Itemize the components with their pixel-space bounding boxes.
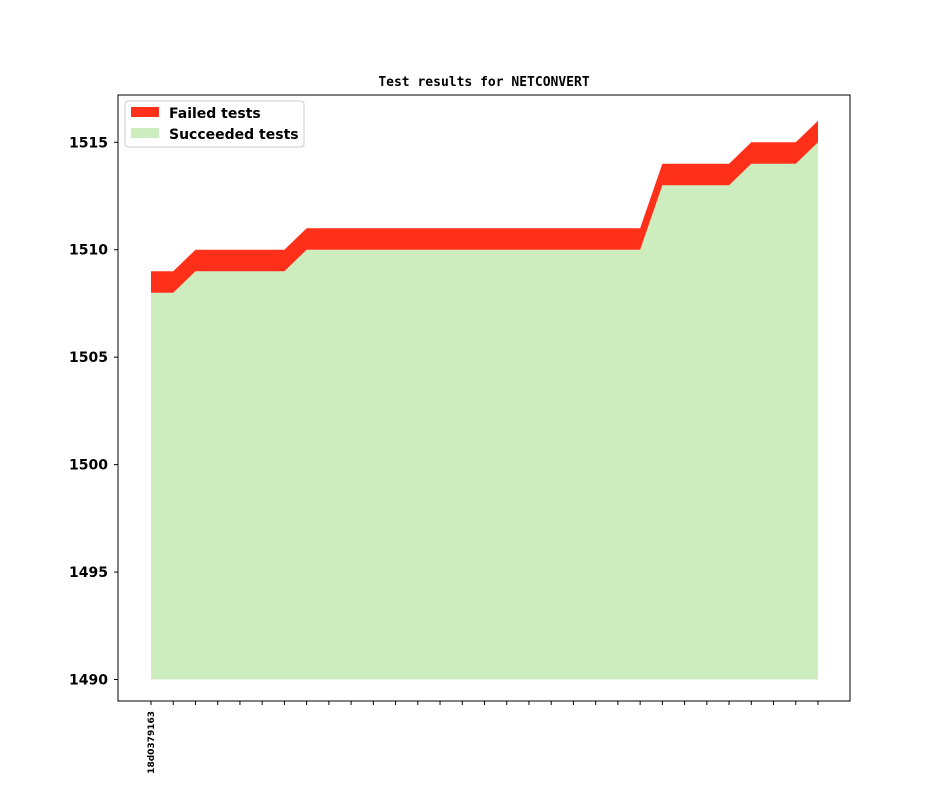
legend-label-failed: Failed tests (169, 106, 261, 122)
axes: 1490 1495 1500 1505 1510 1515 18d0379163 (69, 135, 819, 774)
legend-swatch-failed (131, 107, 159, 117)
series-succeeded-area (151, 142, 818, 680)
chart-title: Test results for NETCONVERT (378, 75, 589, 90)
y-tick-label: 1500 (69, 458, 108, 474)
legend-label-succeeded: Succeeded tests (169, 127, 299, 143)
y-tick-label: 1510 (69, 243, 108, 259)
y-tick-label: 1505 (69, 350, 108, 366)
plot-area (151, 120, 818, 680)
legend-box (124, 100, 305, 148)
y-tick-label: 1490 (69, 673, 108, 689)
legend: Failed tests Succeeded tests (124, 100, 305, 148)
y-tick-label: 1515 (69, 135, 108, 151)
x-tick-label: 18d0379163 (147, 711, 157, 774)
y-tick-label: 1495 (69, 565, 108, 581)
series-failed-area (151, 120, 818, 293)
legend-swatch-succeeded (131, 128, 159, 138)
